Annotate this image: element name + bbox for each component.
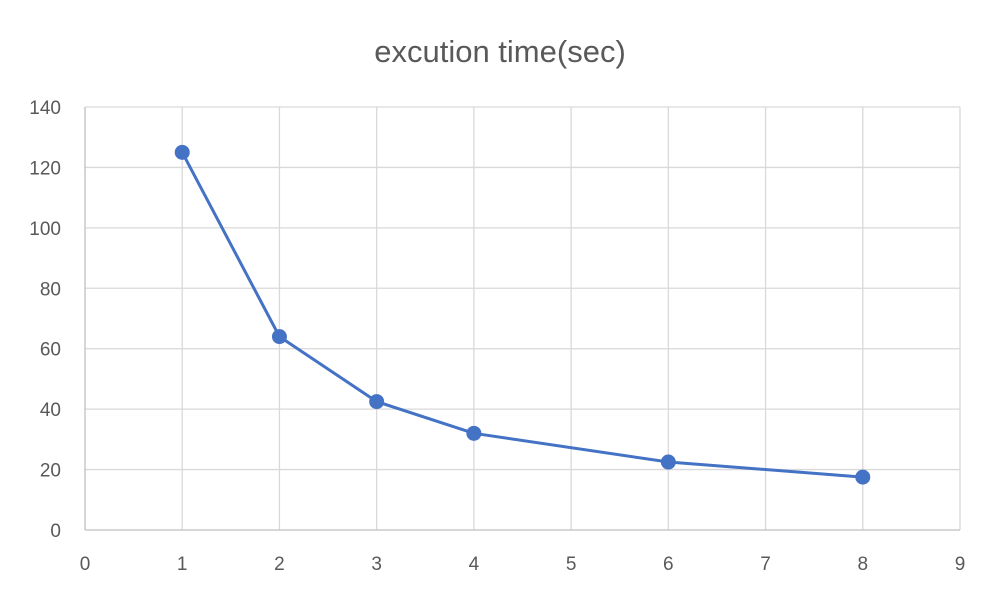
data-point xyxy=(271,329,287,345)
x-tick-label: 4 xyxy=(469,554,480,575)
y-tick-label: 140 xyxy=(29,98,61,119)
x-tick-label: 2 xyxy=(274,554,285,575)
x-tick-label: 7 xyxy=(760,554,771,575)
x-tick-label: 9 xyxy=(955,554,966,575)
x-tick-label: 1 xyxy=(177,554,188,575)
y-tick-label: 60 xyxy=(40,340,61,361)
x-axis-ticks: 0 1 2 3 4 5 6 7 8 9 xyxy=(80,554,966,575)
data-point xyxy=(855,469,871,485)
series xyxy=(174,144,871,485)
axes xyxy=(84,107,960,531)
y-tick-label: 40 xyxy=(40,400,61,421)
gridlines xyxy=(85,106,961,530)
y-tick-label: 120 xyxy=(29,158,61,179)
chart-title: excution time(sec) xyxy=(374,34,626,69)
data-point xyxy=(174,144,190,160)
x-tick-label: 8 xyxy=(857,554,868,575)
data-point xyxy=(660,454,676,470)
x-tick-label: 6 xyxy=(663,554,674,575)
data-point xyxy=(466,425,482,441)
y-tick-label: 80 xyxy=(40,279,61,300)
y-axis-ticks: 0 20 40 60 80 100 120 140 xyxy=(29,98,61,542)
x-tick-label: 5 xyxy=(566,554,577,575)
y-tick-label: 100 xyxy=(29,219,61,240)
series-line xyxy=(180,151,863,479)
x-tick-label: 3 xyxy=(371,554,382,575)
y-tick-label: 0 xyxy=(50,521,61,542)
y-tick-label: 20 xyxy=(40,461,61,482)
x-tick-label: 0 xyxy=(80,554,91,575)
data-point xyxy=(369,394,385,410)
